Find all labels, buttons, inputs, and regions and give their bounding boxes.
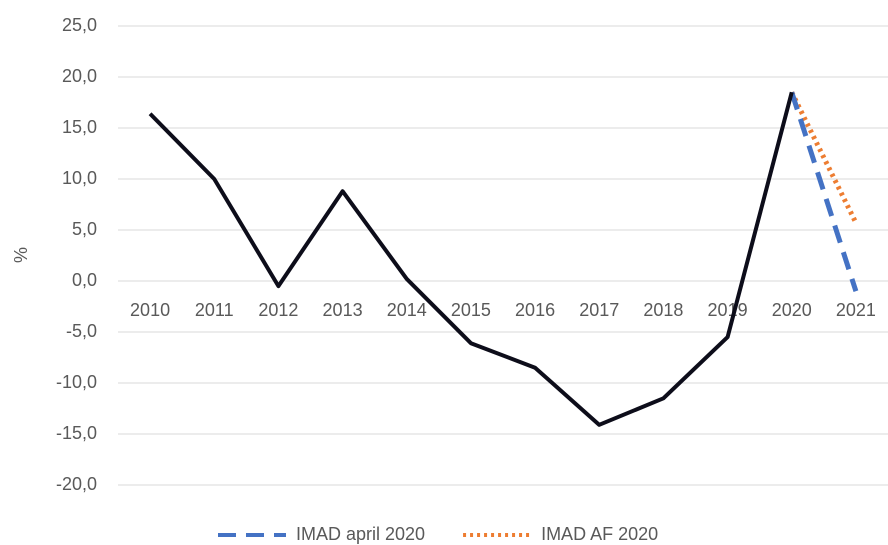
x-tick-label: 2021 <box>836 300 876 320</box>
x-tick-label: 2010 <box>130 300 170 320</box>
x-tick-label: 2012 <box>258 300 298 320</box>
y-tick-label: -20,0 <box>56 474 97 494</box>
series-line <box>789 91 859 292</box>
x-tick-label: 2014 <box>387 300 427 320</box>
x-tick-label: 2018 <box>643 300 683 320</box>
x-tick-label: 2020 <box>772 300 812 320</box>
y-tick-label: 0,0 <box>72 270 97 290</box>
y-tick-label: 10,0 <box>62 168 97 188</box>
y-tick-label: 5,0 <box>72 219 97 239</box>
y-tick-label: -5,0 <box>66 321 97 341</box>
x-tick-label: 2011 <box>195 300 234 320</box>
y-tick-label: -10,0 <box>56 372 97 392</box>
x-tick-label: 2016 <box>515 300 555 320</box>
y-tick-label: 15,0 <box>62 117 97 137</box>
series-line <box>148 91 794 427</box>
legend-label: IMAD AF 2020 <box>541 524 658 544</box>
y-tick-label: -15,0 <box>56 423 97 443</box>
y-axis-title: % <box>11 247 31 263</box>
y-tick-label: 20,0 <box>62 66 97 86</box>
x-tick-label: 2019 <box>708 300 748 320</box>
x-tick-label: 2017 <box>579 300 619 320</box>
series-line <box>789 91 859 224</box>
y-tick-label: 25,0 <box>62 15 97 35</box>
x-tick-label: 2015 <box>451 300 491 320</box>
legend-label: IMAD april 2020 <box>296 524 425 544</box>
x-tick-label: 2013 <box>323 300 363 320</box>
